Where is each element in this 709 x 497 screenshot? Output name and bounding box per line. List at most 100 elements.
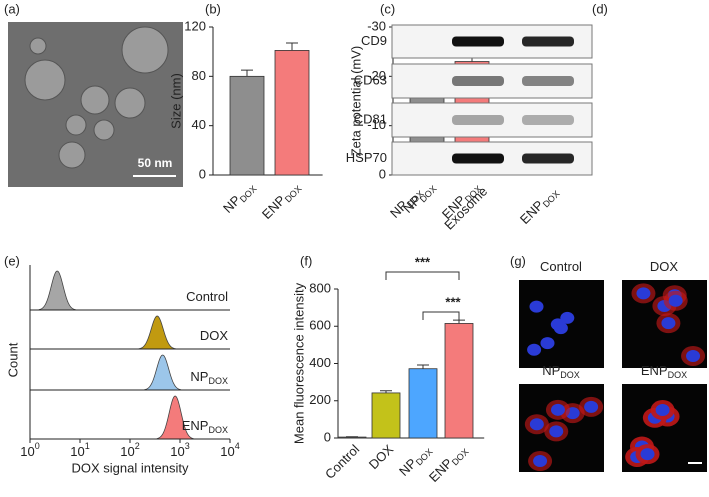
legend-label-main: ENP — [182, 418, 209, 433]
x-tick-label-sup: 3 — [185, 441, 190, 451]
x-tick-label-main: 10 — [170, 444, 184, 459]
x-tick-label: 104 — [220, 441, 239, 459]
y-axis-label: Count — [5, 342, 20, 377]
nucleus — [686, 350, 700, 362]
y-tick-label: -30 — [367, 18, 386, 33]
nucleus — [530, 418, 544, 430]
y-axis-label: Size (nm) — [168, 73, 183, 129]
x-tick-label: 102 — [120, 441, 139, 459]
bar — [445, 323, 473, 438]
x-tick-label-main: 10 — [70, 444, 84, 459]
bar — [230, 76, 264, 175]
x-tick-label: ENPDOX — [259, 179, 304, 224]
significance-bracket — [386, 272, 459, 280]
y-tick-label: 0 — [199, 166, 206, 181]
nucleus — [530, 301, 544, 313]
micrograph-label-main: Control — [540, 259, 582, 274]
vesicle — [25, 60, 65, 100]
micrograph-label-sub: DOX — [560, 370, 580, 380]
bar — [372, 393, 400, 438]
legend-label-sub: DOX — [208, 376, 228, 386]
blot-band — [522, 154, 574, 164]
nucleus — [669, 295, 683, 307]
x-tick-label: 100 — [20, 441, 39, 459]
x-tick-label-main: 10 — [120, 444, 134, 459]
x-tick-label: 101 — [70, 441, 89, 459]
legend-label: NPDOX — [190, 369, 228, 386]
nucleus — [560, 312, 574, 324]
bar — [409, 369, 437, 438]
vesicle — [30, 38, 46, 54]
legend-label: Control — [186, 289, 228, 304]
micrograph-label-main: ENP — [641, 363, 668, 378]
y-tick-label: 200 — [309, 392, 331, 407]
error-bar — [286, 43, 298, 50]
nucleus — [551, 404, 565, 416]
blot-band — [522, 76, 574, 86]
legend-label-main: DOX — [200, 328, 229, 343]
blot-row-label: HSP70 — [346, 150, 387, 165]
panel-label: (c) — [380, 1, 395, 16]
blot-row-label: CD63 — [354, 72, 387, 87]
significance-label: *** — [445, 294, 461, 309]
x-tick-label: NPDOX — [220, 179, 259, 218]
vesicle — [66, 115, 86, 135]
nucleus — [549, 425, 563, 437]
y-axis-label: Zeta potential (mV) — [348, 46, 363, 157]
nucleus — [656, 404, 670, 416]
nucleus — [584, 401, 598, 413]
x-tick-label-main: DOX — [366, 442, 397, 473]
histogram — [145, 355, 181, 390]
vesicle — [122, 27, 168, 73]
x-tick-label-sup: 1 — [85, 441, 90, 451]
nucleus — [540, 337, 554, 349]
blot-band — [452, 115, 504, 125]
bar — [338, 437, 366, 438]
error-bar — [241, 70, 253, 76]
x-axis-label: DOX signal intensity — [71, 460, 189, 475]
y-tick-label: 0 — [324, 429, 331, 444]
legend-label-sub: DOX — [208, 425, 228, 435]
x-tick-label-sup: 0 — [35, 441, 40, 451]
nucleus — [661, 317, 675, 329]
x-tick-label-sub: DOX — [450, 447, 471, 468]
blot-band — [522, 115, 574, 125]
legend-label: DOX — [200, 328, 229, 343]
vesicle — [81, 86, 109, 114]
x-tick-label: DOX — [366, 442, 397, 473]
blot-row-label: CD9 — [361, 33, 387, 48]
x-tick-label-sub: DOX — [414, 447, 435, 468]
x-tick-label-main: Control — [322, 442, 362, 482]
vesicle — [115, 88, 145, 118]
micrograph-label: Control — [540, 259, 582, 274]
x-tick-label-main: 10 — [20, 444, 34, 459]
blot-column-label: ENPDOX — [517, 184, 562, 229]
x-tick-label-sub: DOX — [238, 184, 259, 205]
x-tick-label: 103 — [170, 441, 189, 459]
micrograph-label-main: NP — [542, 363, 560, 378]
panel-label: (b) — [205, 1, 221, 16]
legend-label: ENPDOX — [182, 418, 228, 435]
legend-label-main: NP — [190, 369, 208, 384]
blot-band — [452, 154, 504, 164]
micrograph-label-sub: DOX — [668, 370, 688, 380]
vesicle — [94, 120, 114, 140]
y-tick-label: 400 — [309, 355, 331, 370]
panel-label: (d) — [592, 1, 608, 16]
y-tick-label: 800 — [309, 280, 331, 295]
micrograph-label: DOX — [650, 259, 679, 274]
x-tick-label-sub: DOX — [283, 184, 304, 205]
error-bar — [453, 320, 465, 323]
nucleus — [636, 287, 650, 299]
vesicle — [59, 142, 85, 168]
nucleus — [527, 344, 541, 356]
histogram — [139, 316, 175, 349]
y-tick-label: 0 — [379, 166, 386, 181]
y-tick-label: 40 — [192, 117, 206, 132]
blot-column-label-sub: DOX — [541, 189, 562, 210]
panel-label: (g) — [510, 253, 526, 268]
nucleus — [533, 455, 547, 467]
x-tick-label-main: 10 — [220, 444, 234, 459]
significance-bracket — [423, 312, 459, 320]
